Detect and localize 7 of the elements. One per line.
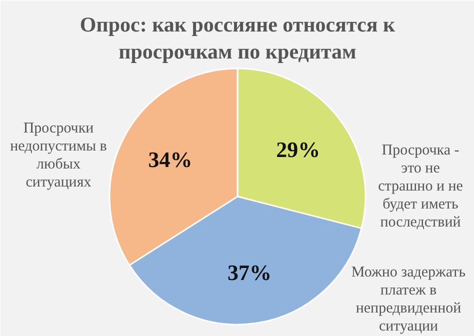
slice-label: Просрочки недопустимы в любых ситуациях [10, 120, 107, 190]
data-label: 29% [276, 136, 320, 162]
slice-label: Можно задержать платеж в непредвиденной ситуации [351, 264, 466, 334]
data-label: 34% [148, 147, 192, 172]
chart-title: Опрос: как россияне относятся к просрочкам по кредитам [80, 12, 396, 64]
slice-label: Просрочка - это не страшно и не будет иметь последствий [378, 142, 464, 230]
data-label: 37% [228, 260, 272, 285]
